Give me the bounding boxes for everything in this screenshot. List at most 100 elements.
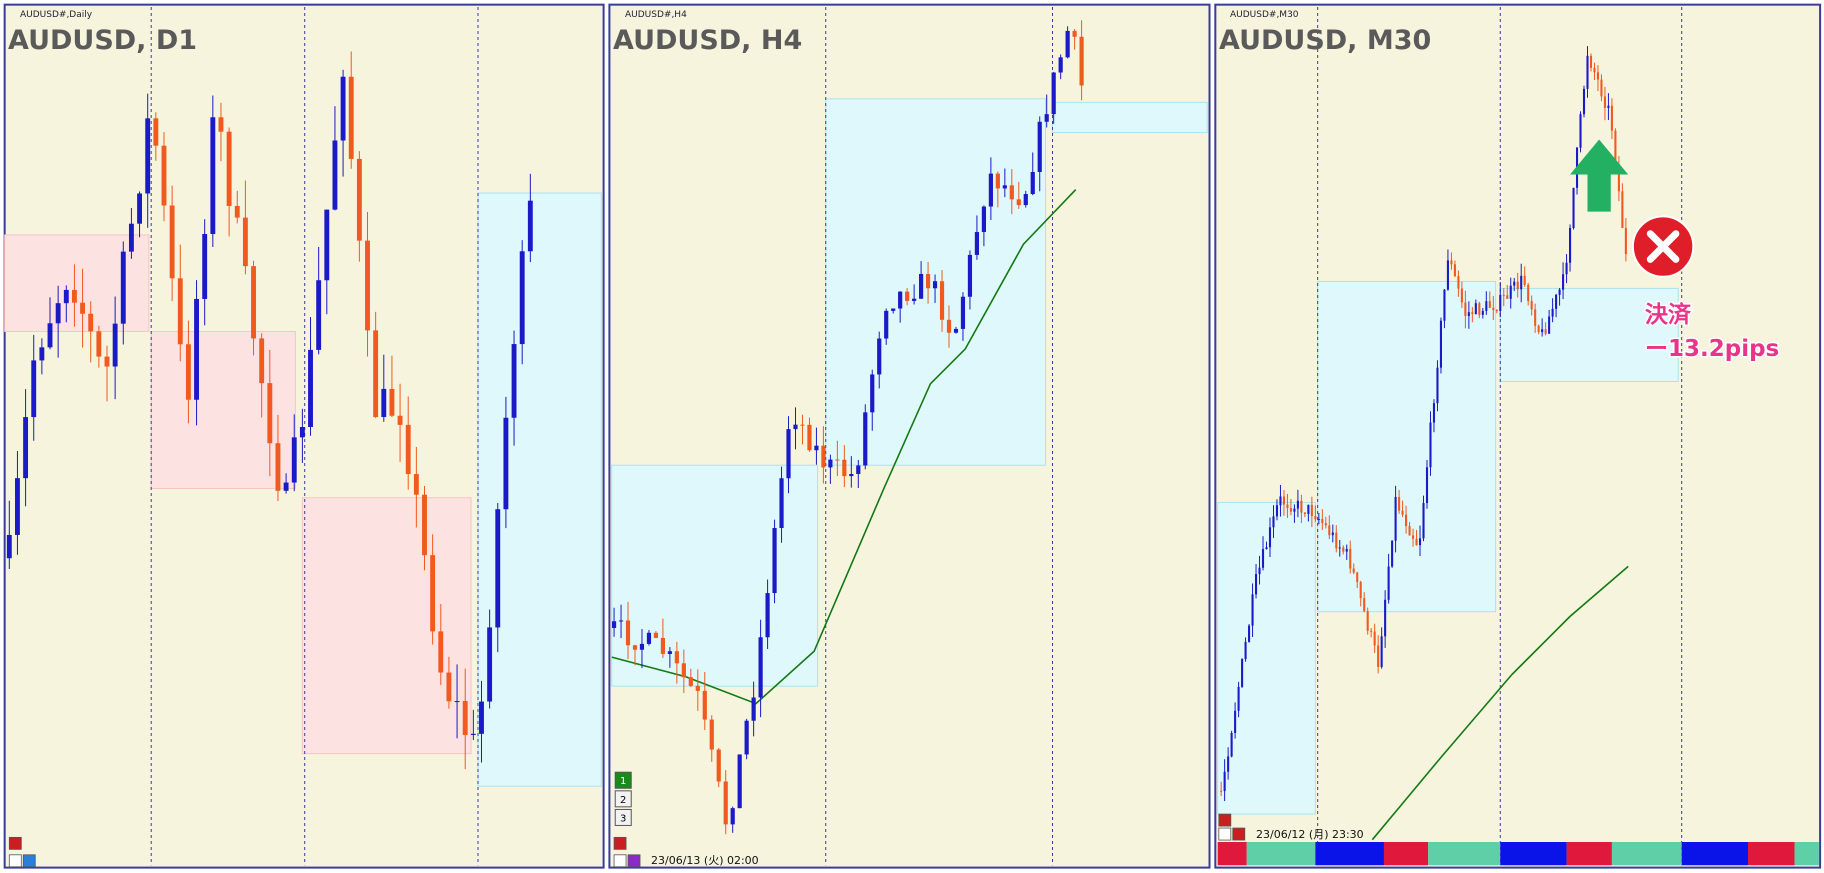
candle-body bbox=[1234, 710, 1237, 733]
window-control[interactable] bbox=[613, 836, 627, 850]
timeframe-button[interactable] bbox=[614, 790, 632, 808]
timeframe-button[interactable] bbox=[614, 808, 632, 826]
candle-body bbox=[1363, 598, 1366, 612]
candle-body bbox=[723, 781, 728, 825]
candle-body bbox=[779, 478, 784, 528]
button-label: 1 bbox=[620, 776, 626, 787]
candle-body bbox=[291, 437, 297, 483]
candle-body bbox=[1457, 276, 1460, 289]
window-control[interactable] bbox=[1218, 827, 1232, 841]
candle-body bbox=[835, 459, 840, 461]
zone-box bbox=[477, 192, 602, 787]
candle-body bbox=[1541, 329, 1544, 333]
candle-body bbox=[1244, 641, 1247, 660]
candle-body bbox=[1380, 636, 1383, 668]
candle-body bbox=[1544, 329, 1547, 334]
candle-body bbox=[1072, 30, 1077, 37]
candle-body bbox=[1272, 516, 1275, 528]
candle-body bbox=[1296, 500, 1299, 509]
candle-body bbox=[1387, 566, 1390, 600]
candle-body bbox=[625, 620, 631, 646]
candle-body bbox=[495, 509, 501, 628]
labels: AUDUSD#,Daily AUDUSD, D1 AUDUSD#,H4 AUDU… bbox=[8, 10, 1781, 867]
candle-body bbox=[137, 193, 143, 224]
candle-body bbox=[828, 459, 833, 468]
candle-body bbox=[1478, 303, 1481, 315]
zone-box bbox=[4, 234, 150, 332]
candle-body bbox=[1446, 260, 1449, 290]
window-control[interactable] bbox=[627, 854, 641, 868]
candle-body bbox=[275, 443, 281, 491]
candle-body bbox=[365, 240, 370, 331]
candle-body bbox=[1352, 568, 1355, 573]
candle-body bbox=[800, 424, 805, 426]
candle-body bbox=[373, 330, 379, 418]
candle-body bbox=[1422, 503, 1425, 539]
candle-body bbox=[1460, 288, 1463, 303]
candle-body bbox=[283, 482, 289, 491]
candle-body bbox=[63, 289, 69, 304]
candle-body bbox=[1589, 55, 1593, 68]
candle-body bbox=[1366, 611, 1369, 631]
candle-body bbox=[681, 663, 686, 678]
session-bar bbox=[1500, 842, 1567, 866]
candle-body bbox=[1227, 756, 1230, 772]
candle-body bbox=[470, 733, 476, 735]
candle-body bbox=[1359, 581, 1362, 599]
session-bar bbox=[1246, 842, 1316, 866]
candle-body bbox=[1317, 518, 1320, 520]
candle-body bbox=[1555, 294, 1558, 309]
candle-body bbox=[1377, 645, 1380, 668]
candle-body bbox=[1265, 547, 1268, 550]
candle-body bbox=[1600, 79, 1603, 97]
candle-body bbox=[1373, 631, 1376, 646]
candle-body bbox=[71, 289, 77, 303]
annotation: ー13.2pips bbox=[1645, 336, 1779, 362]
chart-window bbox=[3, 3, 605, 869]
candle-body bbox=[308, 349, 313, 427]
candle-body bbox=[653, 632, 659, 638]
candle-body bbox=[1408, 526, 1411, 536]
candle-body bbox=[1415, 538, 1418, 546]
window-control[interactable] bbox=[613, 854, 627, 868]
candle-body bbox=[1286, 504, 1289, 509]
candle-body bbox=[674, 651, 679, 664]
candle-body bbox=[511, 344, 517, 418]
candle-body bbox=[1037, 121, 1042, 172]
candle-body bbox=[1349, 548, 1352, 569]
candle-body bbox=[1527, 284, 1530, 301]
candle-body bbox=[1268, 527, 1272, 548]
candle-body bbox=[884, 310, 889, 339]
candle-body bbox=[112, 323, 118, 367]
candle-body bbox=[702, 690, 707, 720]
candle-body bbox=[1275, 505, 1279, 517]
candle-body bbox=[1401, 510, 1404, 515]
candle-body bbox=[1495, 309, 1498, 311]
zone-box bbox=[150, 330, 296, 489]
window-label: AUDUSD#,H4 bbox=[625, 10, 687, 20]
candle-body bbox=[1624, 227, 1627, 255]
candle-body bbox=[519, 251, 525, 345]
candle-body bbox=[744, 720, 749, 755]
candle-body bbox=[1016, 199, 1021, 206]
window-control[interactable] bbox=[1232, 827, 1246, 841]
candle-body bbox=[1338, 547, 1341, 549]
candle-body bbox=[1450, 260, 1453, 265]
timeframe-button[interactable] bbox=[614, 771, 632, 789]
window-control[interactable] bbox=[8, 854, 22, 868]
window-control[interactable] bbox=[22, 854, 36, 868]
candle-body bbox=[55, 303, 61, 324]
candle-body bbox=[912, 298, 917, 301]
candle-body bbox=[527, 200, 533, 252]
candle-body bbox=[1418, 538, 1422, 546]
candle-body bbox=[1307, 504, 1310, 514]
candle-body bbox=[1436, 367, 1439, 404]
window-control[interactable] bbox=[8, 836, 22, 850]
candle-body bbox=[1516, 281, 1519, 290]
window-control[interactable] bbox=[1218, 813, 1232, 827]
candle-body bbox=[1530, 300, 1533, 310]
candle-body bbox=[1345, 548, 1348, 552]
candle-body bbox=[1548, 316, 1551, 334]
candle-body bbox=[1474, 303, 1477, 315]
candle-body bbox=[786, 429, 791, 479]
